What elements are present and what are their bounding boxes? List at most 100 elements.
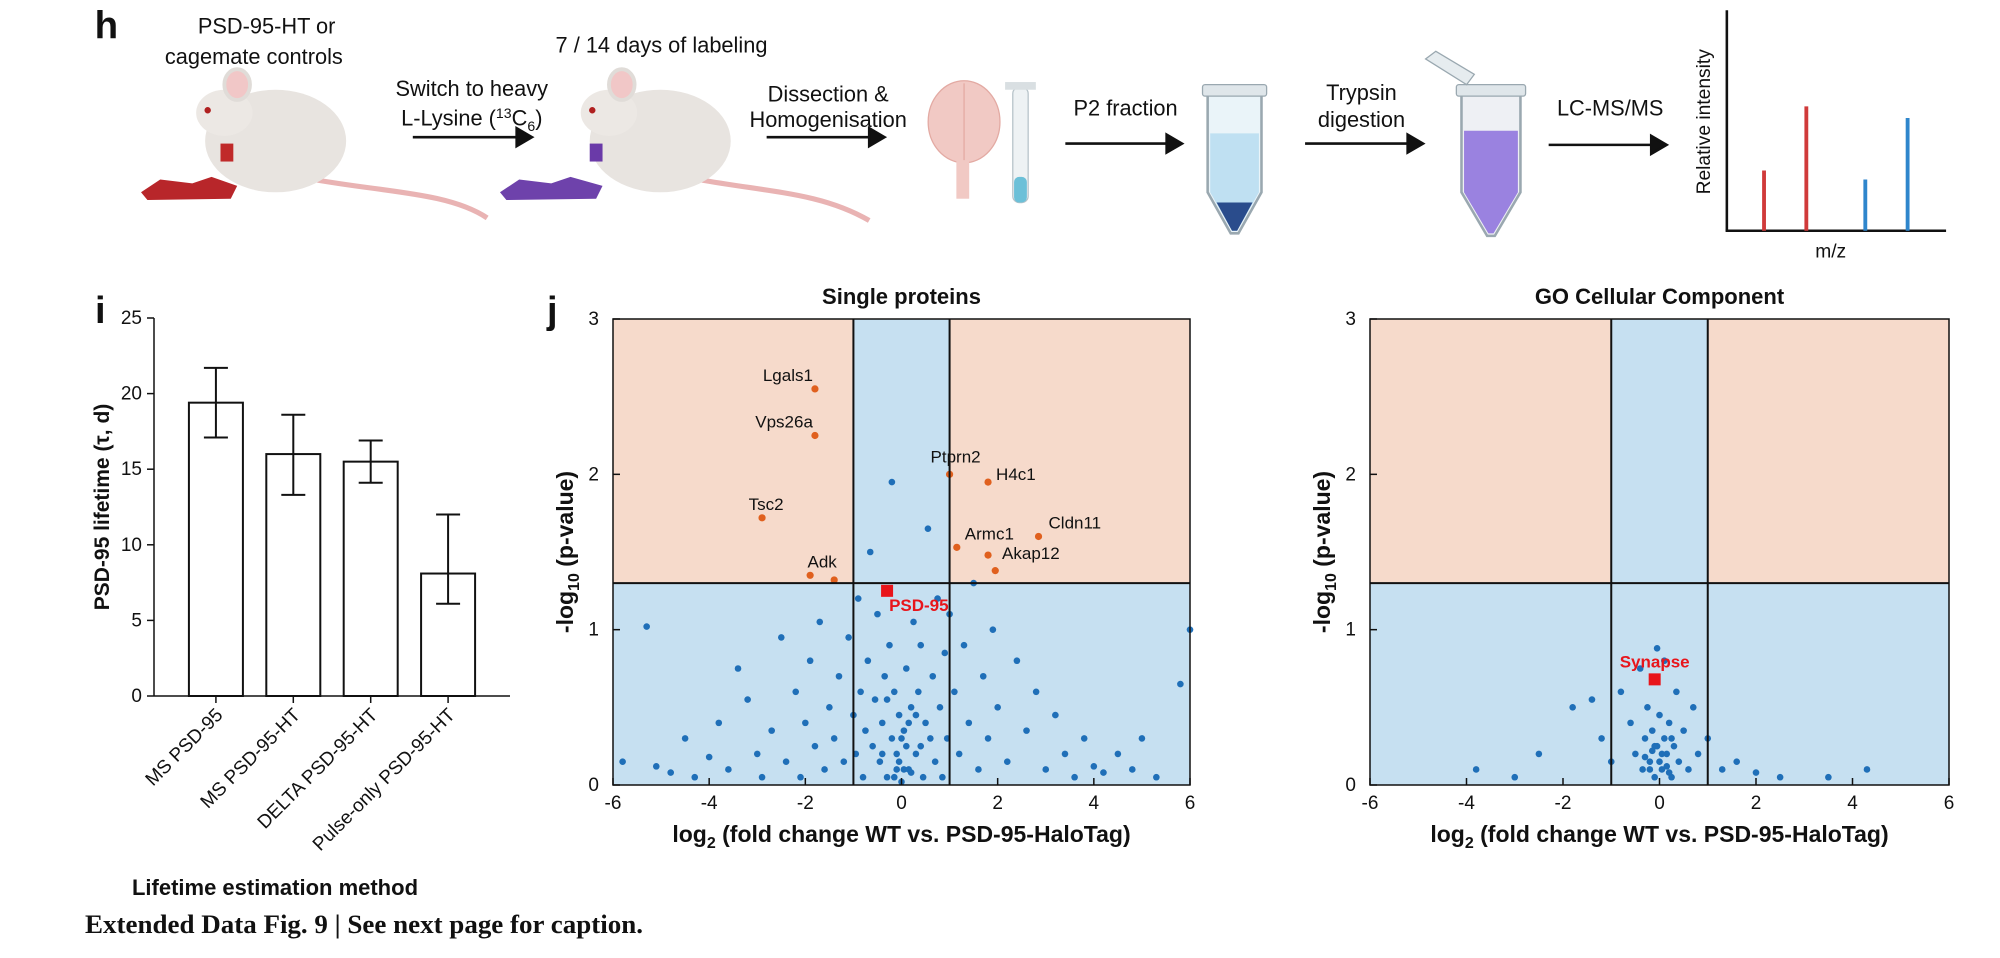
- point: [1034, 532, 1043, 541]
- point-label: Akap12: [1002, 544, 1060, 563]
- x-tick-label: MS PSD-95: [142, 705, 228, 791]
- point: [878, 719, 886, 727]
- point: [734, 665, 742, 672]
- point: [816, 618, 824, 626]
- y-tick-label: 1: [588, 620, 599, 641]
- point: [1511, 773, 1519, 781]
- axis-label: log2 (fold change WT vs. PSD-95-HaloTag): [1430, 821, 1888, 852]
- point: [797, 773, 804, 781]
- point: [1694, 750, 1702, 758]
- error-bar: [436, 513, 461, 605]
- point: [1080, 735, 1088, 742]
- point: [931, 758, 939, 765]
- point: [1100, 769, 1107, 776]
- cohort-text: PSD-95-HT or: [198, 13, 336, 38]
- spectrum: [1725, 10, 1947, 233]
- point-label: Tsc2: [749, 495, 784, 514]
- point: [1641, 735, 1649, 742]
- point: [1003, 758, 1011, 765]
- error-bar: [281, 413, 306, 496]
- point: [1651, 773, 1658, 781]
- point: [917, 742, 925, 750]
- axis-label: Relative intensity: [1694, 49, 1715, 195]
- step-text: L-Lysine (13C6): [401, 105, 542, 134]
- axis-label: (fold change WT vs. PSD-95-HaloTag): [716, 821, 1131, 847]
- point: [927, 735, 934, 742]
- point: [989, 626, 997, 633]
- highlight-point: [1648, 673, 1661, 686]
- cohort-text: cagemate controls: [165, 44, 343, 69]
- point: [768, 727, 775, 734]
- step-text: Switch to heavy: [396, 76, 549, 101]
- subscript: 6: [527, 118, 535, 134]
- axis-label: 2: [1465, 835, 1474, 852]
- axis-label: log2 (fold change WT vs. PSD-95-HaloTag): [672, 821, 1130, 852]
- point: [919, 773, 927, 781]
- point: [1177, 680, 1184, 688]
- step-text: digestion: [1318, 107, 1405, 132]
- y-tick-label: 10: [121, 535, 142, 556]
- y-tick-label: 2: [588, 464, 599, 485]
- point: [1656, 758, 1663, 765]
- point: [984, 735, 992, 742]
- point: [1648, 747, 1656, 755]
- point: [1658, 750, 1666, 758]
- point: [1013, 657, 1021, 665]
- point: [777, 634, 785, 641]
- point: [1032, 688, 1040, 696]
- point: [1863, 766, 1871, 773]
- point: [681, 735, 689, 742]
- y-tick-label: 3: [1345, 309, 1356, 330]
- panel-label: j: [546, 290, 558, 332]
- x-tick-label: 6: [1185, 793, 1196, 814]
- bar: [342, 460, 399, 698]
- x-tick-label: 0: [1654, 793, 1665, 814]
- axis-label: m/z: [1815, 242, 1846, 263]
- point: [643, 623, 650, 630]
- point: [862, 727, 869, 734]
- point: [1656, 711, 1663, 719]
- point: [1627, 719, 1634, 727]
- point: [955, 750, 963, 758]
- region-significant: [1707, 319, 1949, 584]
- point: [979, 672, 987, 680]
- point: [1641, 753, 1649, 761]
- point: [886, 641, 893, 649]
- point: [1569, 704, 1576, 711]
- x-tick-label: 2: [992, 793, 1003, 814]
- axis-label: 10: [1323, 573, 1340, 591]
- point: [934, 595, 941, 602]
- x-tick-label: 6: [1944, 793, 1955, 814]
- point: [917, 641, 925, 649]
- point: [1665, 769, 1673, 776]
- point: [1644, 704, 1651, 711]
- point: [869, 742, 876, 750]
- y-tick-label: 3: [588, 309, 599, 330]
- point: [905, 719, 913, 727]
- point: [691, 773, 699, 781]
- point: [1617, 688, 1625, 696]
- region-significant: [949, 319, 1190, 584]
- point: [806, 571, 814, 579]
- point: [1639, 766, 1646, 773]
- point: [876, 758, 884, 765]
- axis-label: log: [672, 821, 707, 847]
- point: [830, 735, 838, 742]
- axis-label: (fold change WT vs. PSD-95-HaloTag): [1474, 821, 1889, 847]
- point: [1825, 773, 1832, 781]
- x-tick-label: 4: [1847, 793, 1858, 814]
- step-text: C: [512, 106, 528, 131]
- mouse: [499, 67, 871, 223]
- region-significant: [1370, 319, 1612, 584]
- point: [811, 431, 819, 440]
- point: [859, 773, 867, 781]
- error-bar: [203, 366, 228, 439]
- tube: [1201, 83, 1268, 235]
- point: [893, 750, 900, 758]
- point: [895, 758, 903, 765]
- point: [883, 773, 891, 781]
- point: [975, 766, 982, 773]
- point: [1661, 657, 1668, 665]
- point-label: H4c1: [996, 465, 1036, 484]
- point: [866, 548, 874, 556]
